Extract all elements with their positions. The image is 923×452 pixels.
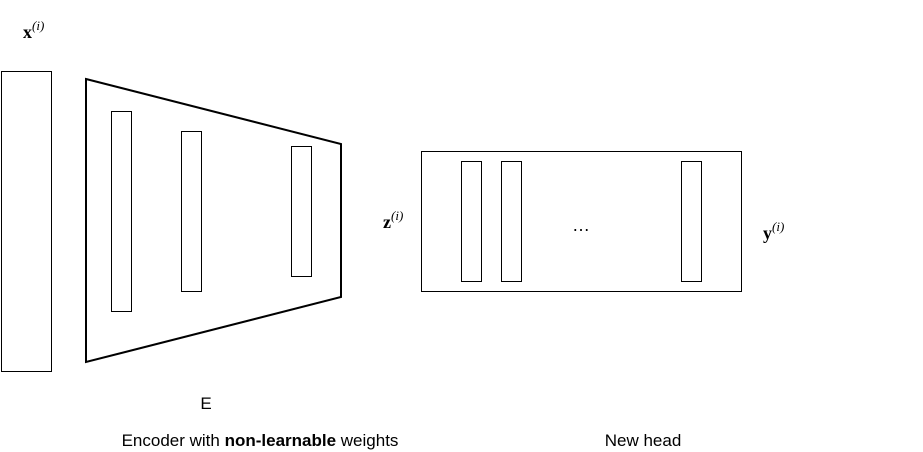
encoder-layer-1 — [111, 111, 132, 312]
encoder-caption-suffix: weights — [336, 431, 398, 450]
latent-symbol: z — [383, 212, 391, 232]
head-layer-last — [681, 161, 702, 282]
encoder-layer-2 — [181, 131, 202, 292]
head-caption: New head — [605, 431, 682, 450]
input-label: x(i) — [23, 18, 44, 42]
input-vector-box — [1, 71, 52, 372]
encoder-caption-prefix: Encoder with — [122, 431, 225, 450]
input-superscript: (i) — [32, 18, 44, 33]
encoder-trapezoid — [85, 77, 342, 364]
encoder-layer-3 — [291, 146, 312, 277]
output-superscript: (i) — [772, 219, 784, 234]
output-symbol: y — [763, 223, 772, 243]
output-label: y(i) — [763, 219, 784, 243]
encoder-caption: Encoder with non-learnable weights — [122, 431, 399, 450]
encoder-caption-bold: non-learnable — [225, 431, 336, 450]
head-ellipsis: … — [572, 215, 590, 235]
encoder-letter: E — [200, 394, 211, 413]
head-layer-2 — [501, 161, 522, 282]
latent-label: z(i) — [383, 208, 403, 232]
input-symbol: x — [23, 22, 32, 42]
head-layer-1 — [461, 161, 482, 282]
latent-superscript: (i) — [391, 208, 403, 223]
